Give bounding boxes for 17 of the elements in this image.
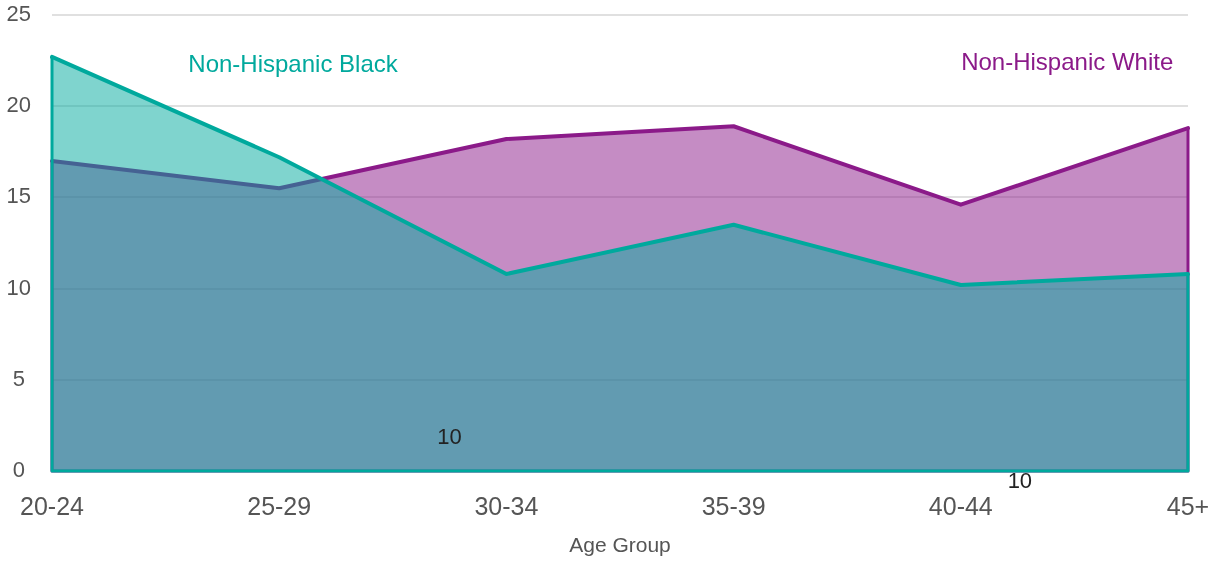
x-tick-label: 45+ [1166,491,1209,520]
y-tick-label: 15 [6,183,32,209]
annotation: 10 [1007,468,1033,494]
x-tick-label: 40-44 [928,491,993,520]
x-tick-label: 35-39 [701,491,766,520]
x-axis-title: Age Group [569,533,671,557]
x-tick-label: 25-29 [247,491,312,520]
text: Non-Hispanic White [961,47,1174,75]
annotation: 10 [437,424,462,450]
y-tick-label: 0 [12,457,25,483]
x-tick-label: 20-24 [20,491,85,520]
y-tick-label: 10 [6,274,32,300]
x-tick-label: 30-34 [474,491,539,520]
y-tick-label: 5 [12,365,25,391]
series-label: Non-Hispanic Black [188,50,399,77]
y-tick-label: 25 [6,1,32,27]
y-tick-label: 20 [6,92,32,118]
